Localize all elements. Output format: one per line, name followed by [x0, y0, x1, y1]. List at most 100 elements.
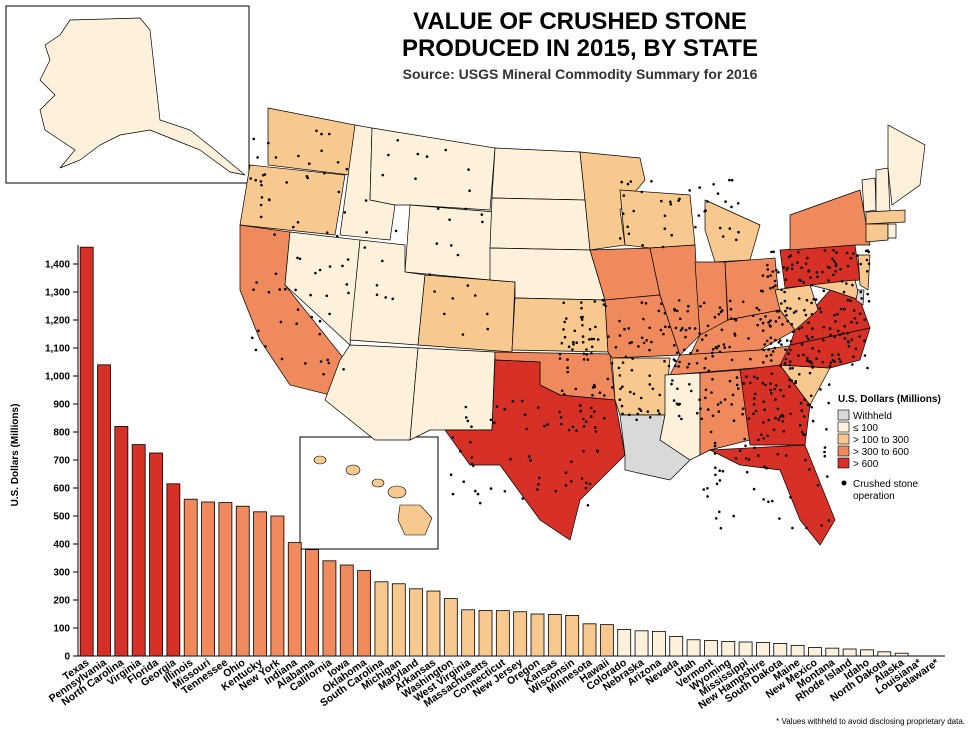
operation-dot: [648, 416, 652, 419]
operation-dot: [728, 178, 731, 182]
operation-dot: [847, 340, 850, 344]
operation-dot: [785, 268, 788, 272]
operation-dot: [757, 438, 760, 442]
operation-dot: [866, 366, 869, 370]
operation-dot: [832, 273, 835, 277]
operation-dot: [704, 209, 707, 212]
operation-dot: [766, 268, 770, 271]
operation-dot: [563, 393, 566, 396]
operation-dot: [718, 479, 722, 482]
operation-dot: [621, 385, 624, 389]
operation-dot: [754, 409, 758, 413]
bar: [114, 425, 129, 657]
bar: [599, 624, 614, 657]
operation-dot: [578, 404, 582, 408]
operation-dot: [769, 382, 772, 386]
operation-dot: [689, 352, 692, 355]
operation-dot: [769, 286, 772, 290]
operation-dot: [858, 335, 861, 338]
operation-dot: [856, 254, 859, 257]
operation-dot: [831, 257, 834, 261]
operation-dot: [345, 283, 349, 286]
operation-dot: [780, 413, 784, 417]
operation-dot: [443, 312, 446, 316]
operation-dot: [387, 153, 390, 157]
operation-dot: [695, 362, 699, 365]
operation-dot: [800, 430, 804, 434]
operation-dot: [260, 183, 263, 187]
y-axis-label: U.S. Dollars (Millions): [10, 404, 21, 507]
operation-dot: [706, 408, 710, 411]
operation-dot: [624, 355, 628, 359]
operation-dot: [811, 347, 814, 350]
operation-dot: [632, 209, 635, 213]
operation-dot: [694, 225, 697, 229]
operation-dot: [617, 366, 621, 370]
legend-swatch: [837, 409, 850, 421]
operation-dot: [752, 487, 756, 491]
operation-dot: [744, 457, 748, 460]
operation-dot: [776, 452, 780, 456]
operation-dot: [840, 280, 844, 283]
operation-dot: [474, 294, 477, 297]
operation-dot: [297, 154, 300, 158]
operation-dot: [629, 390, 632, 394]
operation-dot: [675, 351, 679, 355]
operation-dot: [259, 203, 263, 207]
y-tick-label: 1,200: [45, 316, 70, 327]
operation-dot: [718, 306, 722, 309]
operation-dot: [850, 320, 853, 324]
operation-dot: [563, 335, 567, 339]
operation-dot: [688, 383, 691, 386]
operation-dot: [679, 328, 683, 332]
operation-dot: [816, 483, 820, 487]
operation-dot: [825, 428, 828, 431]
bar: [391, 583, 406, 657]
state-michigan: [704, 199, 761, 263]
operation-dot: [296, 256, 299, 260]
operation-dot: [762, 348, 765, 352]
operation-dot: [833, 335, 837, 339]
operation-dot: [622, 194, 626, 197]
operation-dot: [777, 418, 781, 421]
operation-dot: [756, 377, 759, 380]
operation-dot: [593, 426, 597, 429]
title-line-2: PRODUCED IN 2015, BY STATE: [401, 35, 759, 62]
operation-dot: [566, 370, 569, 374]
operation-dot: [728, 345, 731, 349]
bar: [443, 598, 458, 657]
state-arkansas: [611, 357, 671, 416]
operation-dot: [818, 307, 822, 310]
operation-dot: [323, 171, 326, 175]
operation-dot: [503, 490, 507, 493]
state-minnesota: [579, 151, 646, 251]
operation-dot: [308, 162, 311, 165]
operation-dot: [536, 488, 539, 491]
operation-dot: [328, 132, 331, 136]
operation-dot: [659, 328, 663, 332]
legend-item-label: Withheld: [853, 411, 892, 422]
operation-dot: [834, 269, 837, 273]
operation-dot: [310, 315, 314, 319]
operation-dot: [560, 341, 564, 345]
operation-dot: [728, 227, 732, 230]
operation-dot: [847, 344, 851, 348]
state-washington: [267, 107, 356, 176]
bar: [686, 639, 701, 657]
state-kansas: [511, 297, 609, 353]
y-tick-label: 100: [53, 624, 70, 635]
operation-dot: [698, 186, 701, 189]
operation-dot: [623, 327, 626, 331]
operation-dot: [448, 218, 451, 221]
operation-dot: [648, 326, 651, 330]
operation-dot: [776, 407, 780, 411]
operation-dot: [811, 366, 814, 369]
operation-dot: [810, 301, 813, 305]
operation-dot: [855, 321, 859, 325]
bar: [721, 641, 736, 657]
operation-dot: [456, 253, 460, 257]
operation-dot: [756, 323, 759, 327]
operation-dot: [821, 270, 824, 274]
operation-dot: [811, 335, 814, 339]
operation-dot: [575, 429, 578, 433]
